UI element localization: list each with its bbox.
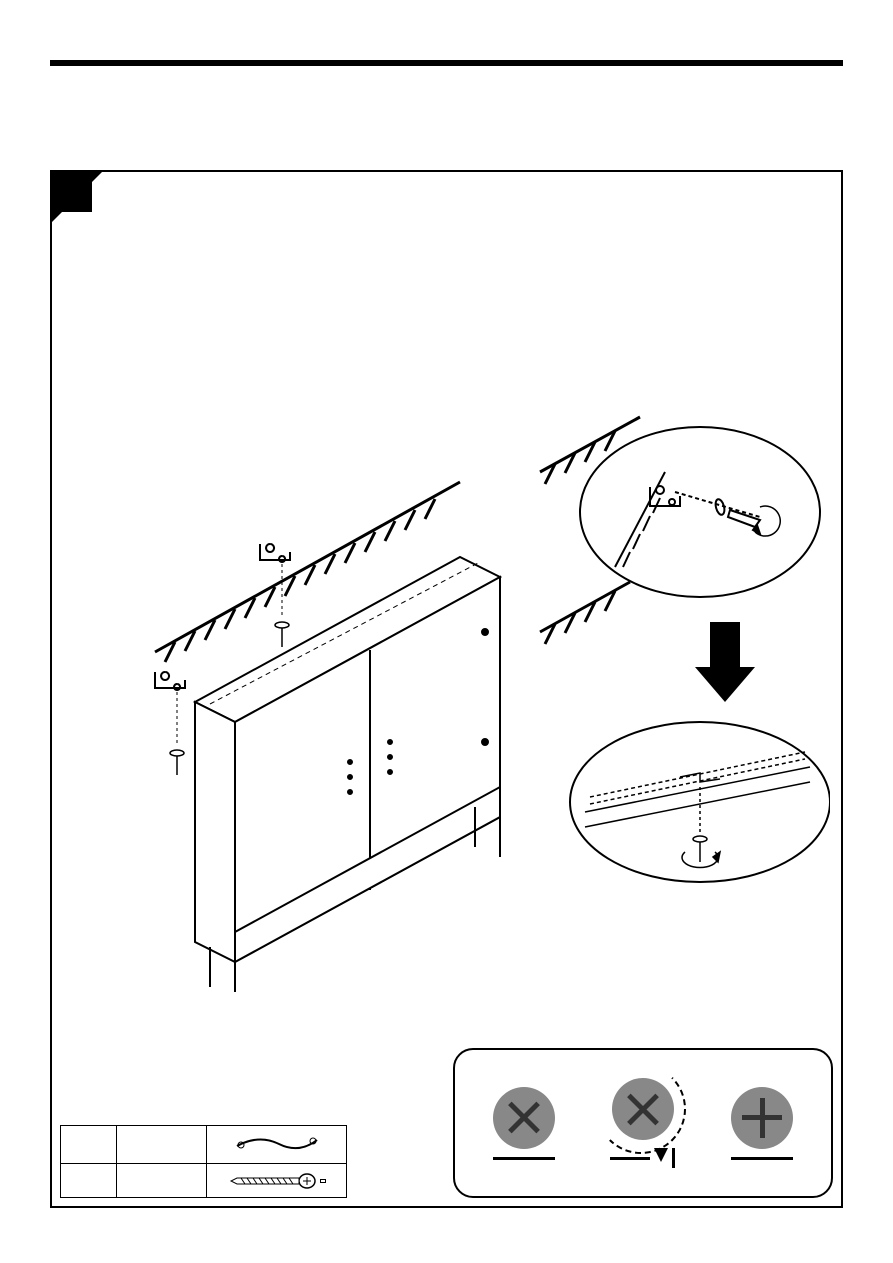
screw-head-plus-icon <box>731 1087 793 1149</box>
underline-bar <box>731 1157 793 1160</box>
screw-head-x-icon <box>612 1078 674 1140</box>
table-cell <box>117 1126 207 1164</box>
header-bar <box>50 60 843 66</box>
screw-tightness-panel <box>453 1048 833 1198</box>
parts-table <box>60 1125 347 1198</box>
tool-label <box>320 1179 326 1183</box>
table-cell <box>207 1126 347 1164</box>
instruction-paragraph-1 <box>144 184 831 219</box>
table-cell <box>61 1164 117 1198</box>
screw-head-x-icon <box>493 1087 555 1149</box>
screw-icon <box>227 1172 317 1190</box>
underline-bar <box>493 1157 555 1160</box>
table-cell <box>61 1126 117 1164</box>
main-diagram <box>60 372 830 992</box>
diagram-area <box>60 372 833 1198</box>
strap-icon <box>229 1132 324 1154</box>
table-cell <box>207 1164 347 1198</box>
instruction-paragraph-2 <box>144 231 831 284</box>
underline-bar <box>610 1157 650 1160</box>
screw-option-wrong-2 <box>731 1087 793 1160</box>
instruction-block <box>144 184 831 296</box>
table-cell <box>117 1164 207 1198</box>
content-frame <box>50 170 843 1208</box>
screw-option-wrong-1 <box>493 1087 555 1160</box>
table-row <box>61 1126 347 1164</box>
vertical-bar <box>672 1148 675 1168</box>
table-row <box>61 1164 347 1198</box>
screw-option-correct <box>610 1078 675 1168</box>
step-corner-marker <box>52 172 102 222</box>
